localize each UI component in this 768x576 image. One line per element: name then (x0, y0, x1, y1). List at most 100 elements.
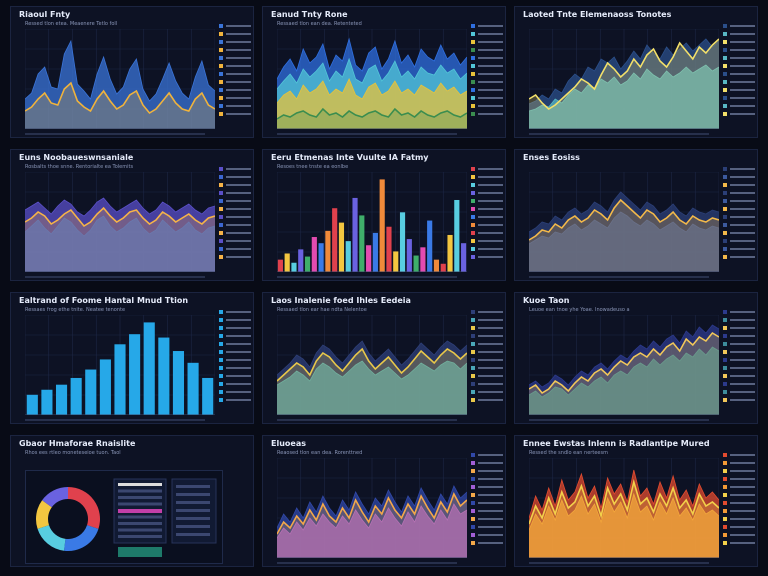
legend-label (478, 40, 503, 43)
legend-label (478, 318, 503, 321)
legend-item (723, 23, 755, 28)
legend-label (226, 88, 251, 91)
legend-swatch (471, 55, 475, 60)
legend-label (478, 517, 503, 520)
chart-panel: Enses Eosiss (514, 149, 758, 281)
legend-item (219, 190, 251, 195)
legend-label (478, 366, 503, 369)
legend-item (219, 31, 251, 36)
legend-swatch (723, 476, 727, 481)
bar (143, 322, 155, 415)
legend-item (471, 540, 503, 545)
legend-label (478, 32, 503, 35)
legend-swatch (723, 254, 727, 259)
series-area (277, 79, 467, 129)
legend-swatch (471, 333, 475, 338)
legend-swatch (723, 222, 727, 227)
legend-item (723, 508, 755, 513)
series-area (25, 83, 215, 129)
panel-footer (277, 133, 457, 135)
legend-item (471, 31, 503, 36)
legend-swatch (219, 63, 223, 68)
legend-swatch (723, 397, 727, 402)
legend-item (471, 333, 503, 338)
legend-label (730, 398, 755, 401)
legend-item (471, 389, 503, 394)
chart-panel: Riaoul Fnty Ressed tlon etea. Meaenere Te… (10, 6, 254, 138)
legend-item (471, 214, 503, 219)
legend-item (723, 484, 755, 489)
legend-label (226, 350, 251, 353)
legend-swatch (219, 238, 223, 243)
legend-item (723, 95, 755, 100)
legend-swatch (471, 23, 475, 28)
legend-swatch (471, 214, 475, 219)
legend-item (219, 230, 251, 235)
legend-label (730, 247, 755, 250)
legend-swatch (723, 452, 727, 457)
series-line (529, 469, 719, 519)
legend-item (471, 397, 503, 402)
legend-label (226, 56, 251, 59)
legend-label (226, 231, 251, 234)
legend-label (730, 223, 755, 226)
legend-label (478, 255, 503, 258)
legend-swatch (219, 39, 223, 44)
bar (413, 255, 419, 272)
legend-label (730, 56, 755, 59)
legend-swatch (471, 500, 475, 505)
legend-swatch (471, 373, 475, 378)
legend-item (219, 238, 251, 243)
legend-swatch (471, 468, 475, 473)
legend-label (730, 318, 755, 321)
legend-swatch (471, 389, 475, 394)
chart-panel: Euns Noobaueswnsaniale Rosbalts thoe snne… (10, 149, 254, 281)
panel-title: Euns Noobaueswnsaniale (19, 153, 134, 162)
series-line (277, 78, 467, 104)
legend-item (471, 23, 503, 28)
legend-label (730, 40, 755, 43)
legend-swatch (219, 325, 223, 330)
legend-swatch (471, 31, 475, 36)
legend-swatch (219, 381, 223, 386)
legend-label (478, 112, 503, 115)
legend-item (219, 365, 251, 370)
legend-item (219, 222, 251, 227)
legend-item (219, 373, 251, 378)
bar (187, 362, 199, 415)
panel-title: Ennee Ewstas Inlenn is Radlantipe Mured (523, 439, 710, 448)
legend-swatch (219, 214, 223, 219)
series-area (529, 347, 719, 415)
legend-item (723, 87, 755, 92)
legend-swatch (219, 87, 223, 92)
legend-label (730, 477, 755, 480)
legend-swatch (471, 182, 475, 187)
legend-item (219, 39, 251, 44)
bar (99, 359, 111, 415)
legend-label (730, 64, 755, 67)
legend-label (478, 533, 503, 536)
bar (406, 239, 412, 272)
legend-label (478, 96, 503, 99)
legend-label (478, 453, 503, 456)
legend-swatch (471, 540, 475, 545)
legend-item (723, 222, 755, 227)
bar (399, 212, 406, 272)
legend-swatch (471, 39, 475, 44)
legend-item (723, 357, 755, 362)
legend-item (219, 166, 251, 171)
legend-label (730, 382, 755, 385)
legend-item (723, 39, 755, 44)
legend-swatch (723, 540, 727, 545)
legend-swatch (723, 357, 727, 362)
legend-swatch (723, 524, 727, 529)
pie-slice (37, 525, 66, 551)
legend (219, 309, 251, 405)
legend-item (471, 484, 503, 489)
table-row-highlight (118, 509, 162, 513)
legend-label (478, 469, 503, 472)
legend-swatch (723, 333, 727, 338)
legend-label (226, 80, 251, 83)
legend-swatch (471, 222, 475, 227)
legend-item (471, 95, 503, 100)
